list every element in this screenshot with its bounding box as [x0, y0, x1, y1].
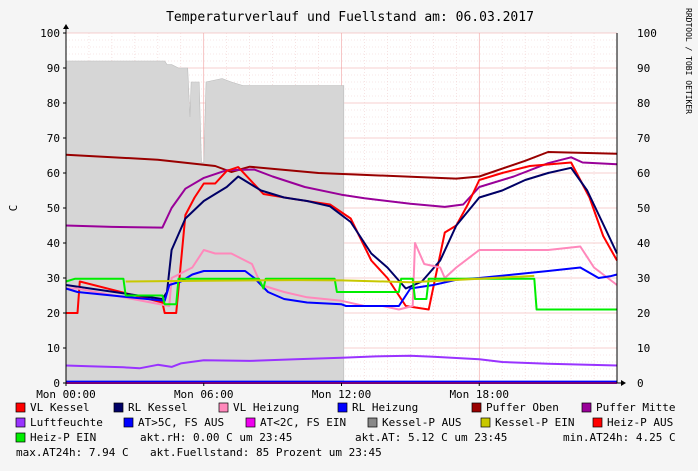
chart-title: Temperaturverlauf und Fuellstand am: 06.… [166, 10, 534, 25]
legend-label: Heiz-P AUS [607, 416, 673, 429]
fuellstand-area-fill [65, 60, 345, 384]
y-tick-label-right: 90 [637, 62, 650, 75]
legend-swatch [471, 402, 482, 413]
legend-label: RL Heizung [352, 401, 418, 414]
legend-label: VL Heizung [233, 401, 299, 414]
y-tick-label: 90 [47, 62, 60, 75]
y-tick-label-right: 100 [637, 27, 657, 40]
y-tick-label-right: 70 [637, 132, 650, 145]
stat-rh: akt.rH: 0.00 C um 23:45 [140, 431, 292, 444]
legend-swatch [367, 417, 378, 428]
stats: akt.rH: 0.00 C um 23:45 akt.AT: 5.12 C u… [16, 431, 676, 459]
series-lines [65, 151, 618, 384]
legend-label: Puffer Oben [486, 401, 559, 414]
x-tick-label: Mon 00:00 [36, 388, 96, 401]
series-luftfeuchte [65, 354, 618, 370]
y-axis-arrow [63, 24, 69, 29]
stat-at: akt.AT: 5.12 C um 23:45 [355, 431, 507, 444]
fuellstand-area [65, 60, 345, 384]
y-tick-label: 10 [47, 342, 60, 355]
legend-swatch [15, 432, 26, 443]
series-puffer-mitte [65, 156, 618, 229]
series-heiz-p-ein [65, 277, 617, 311]
legend-swatch [245, 417, 256, 428]
y-tick-label-right: 10 [637, 342, 650, 355]
x-tick-label: Mon 18:00 [449, 388, 509, 401]
legend-swatch [337, 402, 348, 413]
x-tick-label: Mon 06:00 [174, 388, 234, 401]
legend-swatch [480, 417, 491, 428]
y-tick-label: 50 [47, 202, 60, 215]
watermark: RRDTOOL / TOBI OETIKER [684, 8, 693, 114]
y-tick-label-right: 0 [637, 377, 644, 390]
x-axis-arrow [621, 380, 626, 386]
legend-label: VL Kessel [30, 401, 90, 414]
legend-label: Luftfeuchte [30, 416, 103, 429]
y-tick-label: 70 [47, 132, 60, 145]
y-tick-label-right: 80 [637, 97, 650, 110]
y-tick-label: 0 [53, 377, 60, 390]
legend-label: Heiz-P EIN [30, 431, 96, 444]
legend-swatch [581, 402, 592, 413]
legend-label: AT>5C, FS AUS [138, 416, 224, 429]
legend-swatch [592, 417, 603, 428]
legend-swatch [15, 417, 26, 428]
series-puffer-oben [65, 151, 618, 180]
y-tick-label-right: 40 [637, 237, 650, 250]
legend-label: Kessel-P EIN [495, 416, 574, 429]
y-tick-label: 80 [47, 97, 60, 110]
y-tick-label-right: 50 [637, 202, 650, 215]
legend-swatch [218, 402, 229, 413]
y-tick-label: 20 [47, 307, 60, 320]
legend-swatch [113, 402, 124, 413]
series-rl-kessel [65, 166, 618, 300]
y-tick-label: 100 [40, 27, 60, 40]
legend-label: RL Kessel [128, 401, 188, 414]
y-tick-label-right: 20 [637, 307, 650, 320]
y-axis-label: C [7, 205, 20, 212]
legend-swatch [123, 417, 134, 428]
stat-max-at: max.AT24h: 7.94 C [16, 446, 129, 459]
stat-fuellstand: akt.Fuellstand: 85 Prozent um 23:45 [150, 446, 382, 459]
y-tick-label: 30 [47, 272, 60, 285]
legend: VL Kessel RL Kessel VL Heizung RL Heizung Pu… [15, 401, 675, 444]
y-tick-label-right: 30 [637, 272, 650, 285]
legend-swatch [15, 402, 26, 413]
legend-label: Puffer Mitte [596, 401, 675, 414]
series-vl-kessel [66, 161, 618, 314]
legend-label: Kessel-P AUS [382, 416, 461, 429]
y-tick-label-right: 60 [637, 167, 650, 180]
y-tick-label: 40 [47, 237, 60, 250]
series-kessel-p-ein [125, 274, 535, 284]
y-tick-label: 60 [47, 167, 60, 180]
legend-label: AT<2C, FS EIN [260, 416, 346, 429]
axes: 0 0 10 10 20 20 30 30 40 40 50 50 60 60 70 70 80 80 90 90 10… [36, 24, 657, 401]
x-tick-label: Mon 12:00 [312, 388, 372, 401]
stat-min-at: min.AT24h: 4.25 C [563, 431, 676, 444]
